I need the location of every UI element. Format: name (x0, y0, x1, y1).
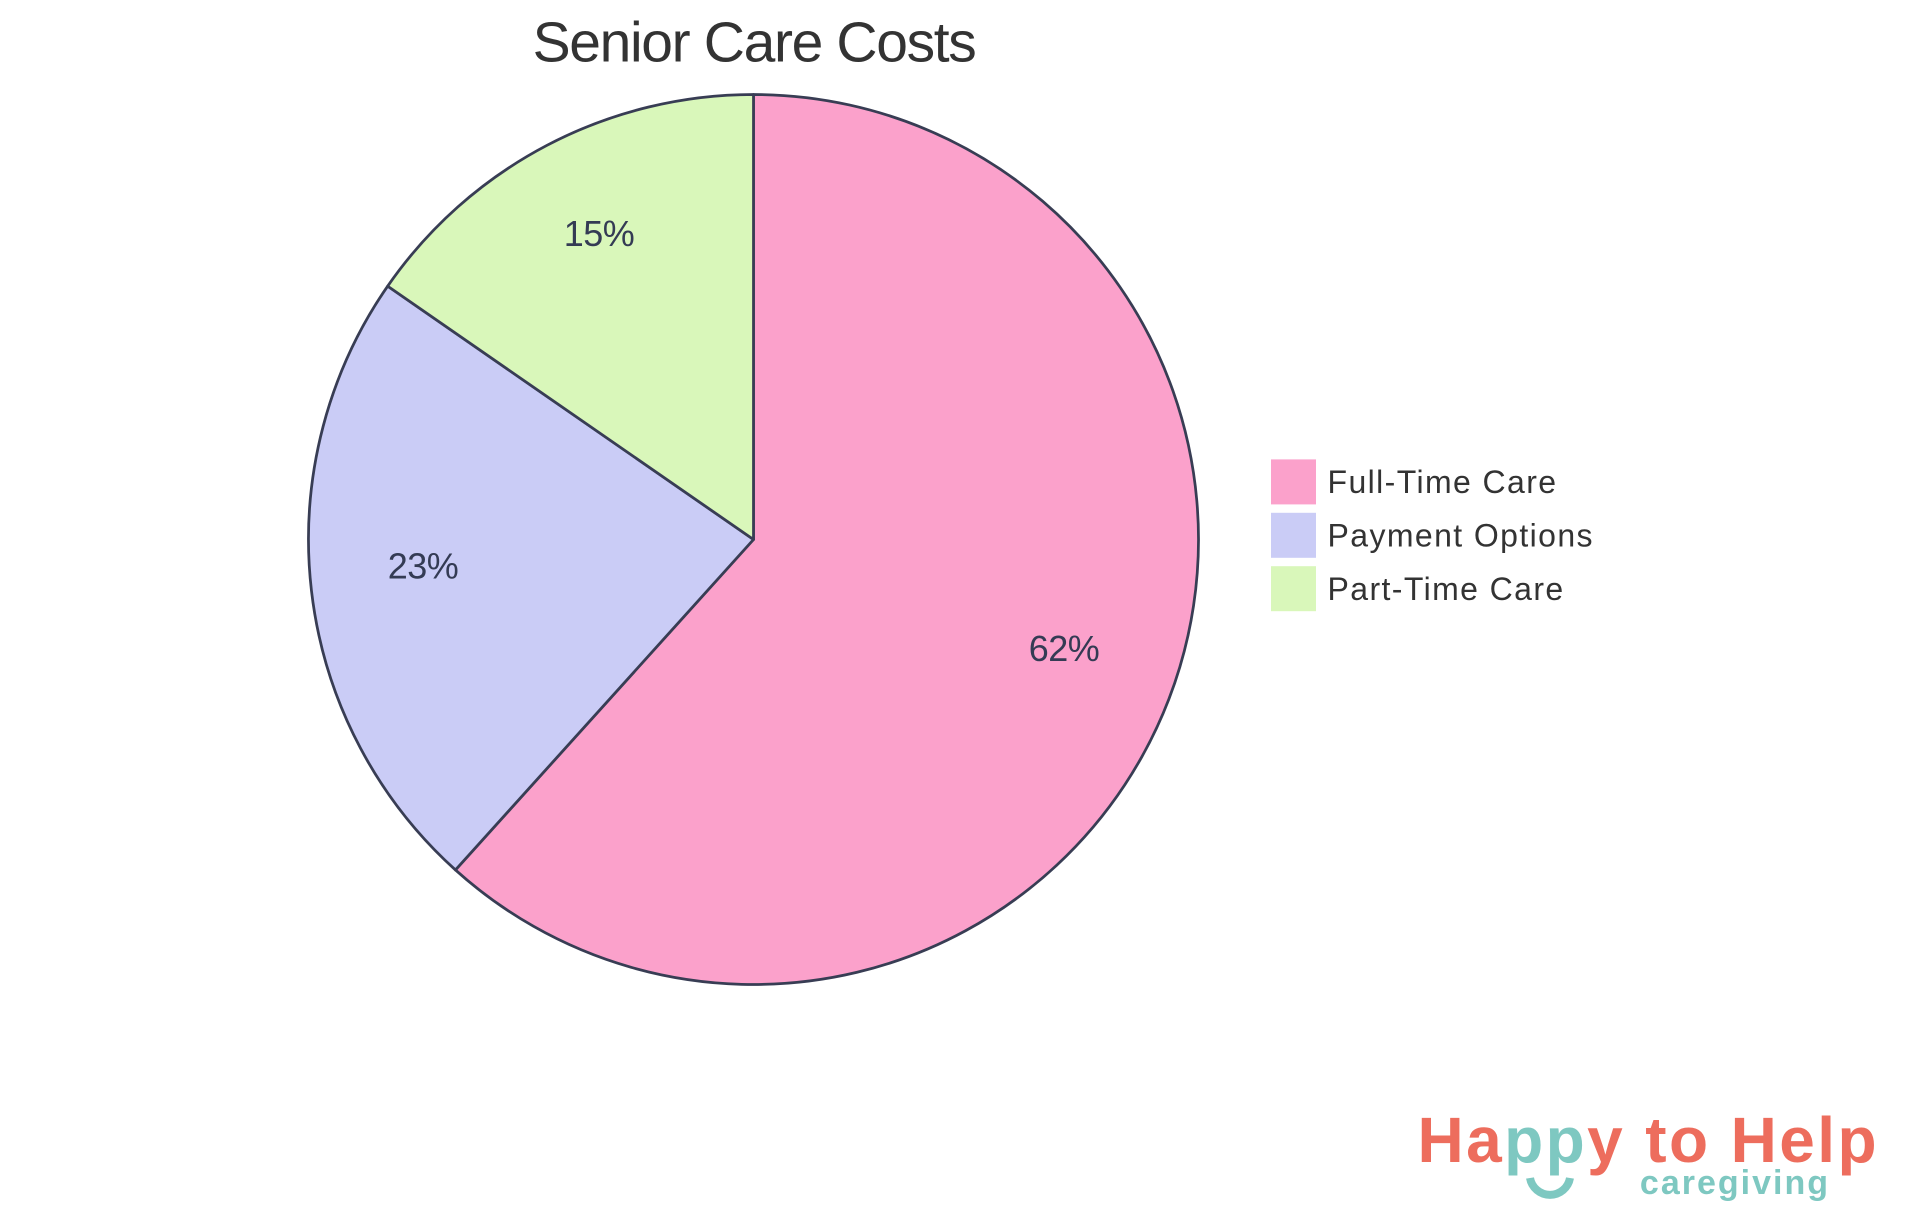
svg-text:15%: 15% (564, 213, 635, 254)
svg-text:Senior Care Costs: Senior Care Costs (533, 11, 976, 75)
svg-text:Payment Options: Payment Options (1328, 517, 1594, 553)
svg-text:caregiving: caregiving (1640, 1164, 1830, 1202)
svg-text:Part-Time Care: Part-Time Care (1328, 571, 1565, 607)
svg-text:Full-Time Care: Full-Time Care (1328, 464, 1558, 500)
svg-text:23%: 23% (388, 546, 459, 587)
svg-text:Happy to Help: Happy to Help (1418, 1104, 1879, 1176)
svg-text:62%: 62% (1029, 628, 1100, 669)
